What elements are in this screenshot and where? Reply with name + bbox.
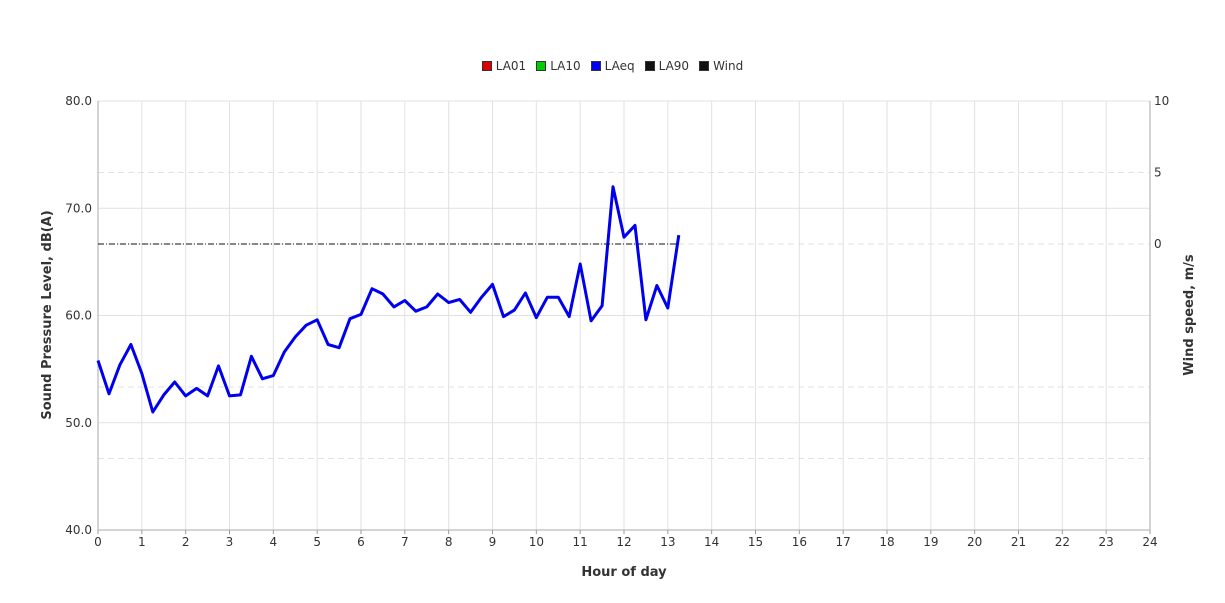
y2-tick-label: 5 [1154, 166, 1162, 180]
x-tick-label: 8 [445, 535, 453, 549]
x-tick-label: 17 [836, 535, 851, 549]
x-tick-label: 22 [1055, 535, 1070, 549]
y-tick-label: 40.0 [65, 523, 92, 537]
x-tick-label: 1 [138, 535, 146, 549]
grid-lines [97, 100, 1151, 531]
x-tick-label: 5 [313, 535, 321, 549]
x-tick-label: 4 [270, 535, 278, 549]
y2-tick-label: 10 [1154, 94, 1169, 108]
x-tick-label: 7 [401, 535, 409, 549]
x-tick-label: 0 [94, 535, 102, 549]
y-axis-label: Sound Pressure Level, dB(A) [40, 210, 55, 419]
x-tick-label: 16 [792, 535, 807, 549]
x-tick-label: 3 [226, 535, 234, 549]
x-tick-label: 9 [489, 535, 497, 549]
x-tick-label: 21 [1011, 535, 1026, 549]
legend-label: Wind [713, 59, 744, 73]
x-tick-label: 15 [748, 535, 763, 549]
x-tick-label: 24 [1142, 535, 1157, 549]
x-tick-label: 19 [923, 535, 938, 549]
x-tick-label: 18 [879, 535, 894, 549]
legend-label: LA10 [550, 59, 581, 73]
legend-label: LAeq [604, 59, 635, 73]
legend-swatch [481, 61, 492, 71]
y-tick-label: 80.0 [65, 94, 92, 108]
legend-swatch [644, 61, 655, 71]
x-tick-label: 20 [967, 535, 982, 549]
legend-item-laeq[interactable]: LAeq [590, 58, 635, 74]
legend-item-la90[interactable]: LA90 [644, 58, 690, 74]
x-axis-label: Hour of day [581, 565, 667, 580]
y-tick-label: 60.0 [65, 309, 92, 323]
x-tick-label: 2 [182, 535, 190, 549]
y-tick-label: 50.0 [65, 416, 92, 430]
legend-swatch [590, 61, 601, 71]
series-line-laeq [96, 185, 681, 414]
x-tick-label: 10 [529, 535, 544, 549]
x-tick-label: 11 [573, 535, 588, 549]
x-tick-label: 6 [357, 535, 365, 549]
y-tick-label: 70.0 [65, 201, 92, 215]
y2-axis-label: Wind speed, m/s [1182, 254, 1197, 376]
x-tick-label: 12 [616, 535, 631, 549]
legend-label: LA90 [658, 59, 690, 73]
legend-label: LA01 [495, 59, 527, 73]
legend-item-la01[interactable]: LA01 [481, 58, 527, 74]
legend-swatch [536, 61, 547, 71]
legend-item-wind[interactable]: Wind [699, 58, 743, 74]
legend-item-la10[interactable]: LA10 [536, 58, 581, 74]
legend-swatch [699, 61, 710, 71]
chart-legend: LA01 LA10 LAeq LA90 Wind [0, 58, 1225, 74]
x-tick-label: 23 [1099, 535, 1114, 549]
axes: 0 1 2 3 4 5 6 7 8 9 10 11 12 13 14 15 16 17 18 19 20 21 22 23 24… [65, 94, 1169, 549]
series-layer [96, 185, 681, 414]
x-tick-label: 13 [660, 535, 675, 549]
y2-tick-label: 0 [1154, 237, 1162, 251]
x-tick-label: 14 [704, 535, 719, 549]
